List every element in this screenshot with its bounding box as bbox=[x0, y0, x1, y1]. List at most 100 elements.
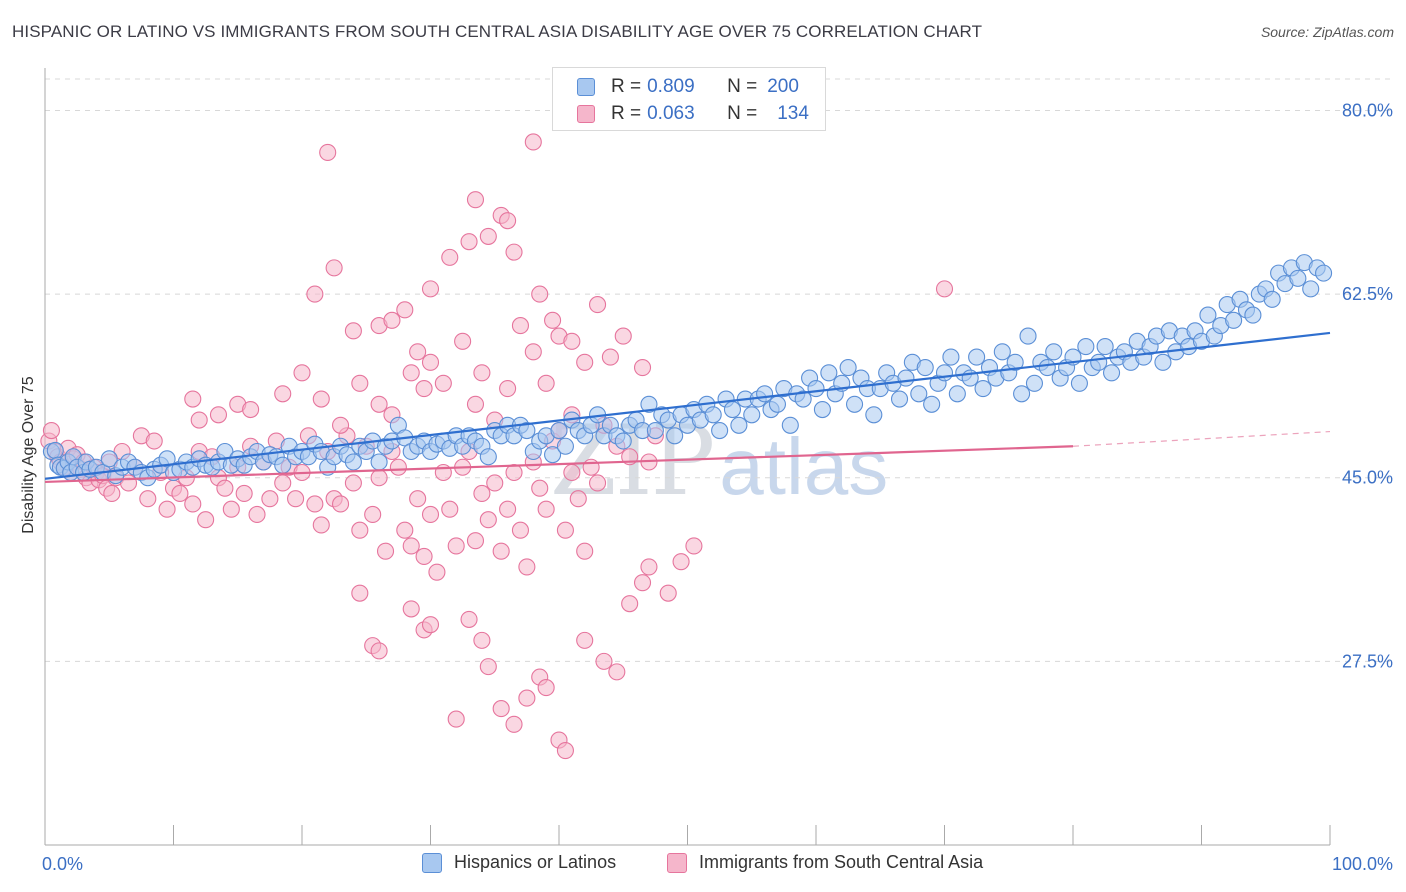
hispanic-point bbox=[1302, 280, 1320, 298]
immigrant-point bbox=[222, 500, 240, 518]
immigrant-point bbox=[499, 379, 517, 398]
immigrant-point bbox=[935, 280, 954, 298]
immigrant-point bbox=[370, 395, 388, 413]
immigrant-point bbox=[595, 652, 613, 670]
immigrant-point bbox=[274, 474, 292, 492]
immigrant-point bbox=[190, 411, 208, 429]
immigrant-point bbox=[685, 537, 703, 555]
immigrant-point bbox=[492, 700, 510, 718]
correlation-legend: R = 0.809 N = 200 R = 0.063 N = 134 bbox=[552, 67, 826, 131]
hispanic-point bbox=[768, 395, 787, 413]
y-axis-label: Disability Age Over 75 bbox=[20, 376, 37, 534]
immigrant-point bbox=[158, 500, 176, 518]
immigrant-point bbox=[370, 469, 388, 487]
immigrant-point bbox=[441, 500, 459, 518]
legend-item-immigrants: Immigrants from South Central Asia bbox=[667, 852, 983, 873]
legend-swatch-hispanic bbox=[422, 852, 442, 873]
immigrant-point bbox=[184, 495, 202, 513]
immigrant-point bbox=[351, 521, 369, 539]
immigrant-point bbox=[576, 353, 594, 371]
immigrant-point bbox=[319, 143, 337, 162]
immigrant-point bbox=[479, 511, 497, 529]
hispanic-point bbox=[1019, 327, 1037, 345]
hispanic-point bbox=[1025, 374, 1043, 392]
hispanic-point bbox=[781, 416, 799, 434]
immigrant-point bbox=[505, 715, 523, 733]
series-legend: Hispanics or Latinos Immigrants from Sou… bbox=[0, 852, 1406, 876]
hispanic-point bbox=[743, 406, 761, 424]
immigrant-point bbox=[235, 484, 253, 503]
x-tick-label: 0.0% bbox=[42, 854, 83, 874]
legend-n-label: N = bbox=[727, 103, 758, 124]
immigrant-point bbox=[351, 584, 369, 602]
immigrant-trend-line bbox=[44, 445, 1074, 484]
immigrant-point bbox=[537, 679, 555, 697]
hispanic-point bbox=[1013, 385, 1031, 403]
hispanic-point bbox=[1077, 338, 1095, 356]
hispanic-point bbox=[1225, 311, 1243, 329]
legend-swatch-immigrants bbox=[577, 105, 595, 123]
legend-n-value: 200 bbox=[767, 76, 799, 97]
hispanic-point bbox=[666, 427, 684, 445]
hispanic-point bbox=[614, 432, 632, 450]
immigrant-point bbox=[421, 616, 440, 634]
immigrant-point bbox=[396, 521, 414, 539]
immigrant-point bbox=[402, 537, 420, 555]
legend-item-hispanic: Hispanics or Latinos bbox=[422, 852, 616, 873]
immigrant-point bbox=[325, 259, 343, 277]
immigrant-point bbox=[633, 359, 652, 377]
hispanic-point bbox=[1038, 359, 1056, 377]
hispanic-point bbox=[813, 400, 831, 419]
hispanic-point bbox=[839, 359, 857, 377]
immigrant-point bbox=[402, 600, 420, 618]
immigrant-point bbox=[171, 484, 189, 503]
immigrant-point bbox=[42, 421, 60, 440]
legend-swatch-immigrants bbox=[667, 852, 687, 873]
immigrant-point bbox=[396, 301, 414, 319]
hispanic-point bbox=[100, 450, 118, 468]
immigrant-point bbox=[563, 463, 581, 482]
immigrant-point bbox=[306, 285, 324, 303]
immigrant-point bbox=[537, 374, 555, 392]
hispanic-point bbox=[974, 379, 992, 398]
legend-r-label: R = bbox=[611, 103, 642, 124]
immigrant-point bbox=[197, 511, 215, 529]
immigrant-point bbox=[499, 212, 517, 230]
immigrant-point bbox=[312, 390, 330, 408]
hispanic-point bbox=[711, 421, 729, 440]
immigrant-point bbox=[421, 280, 440, 298]
immigrant-point bbox=[473, 484, 491, 503]
immigrant-point bbox=[531, 285, 549, 303]
immigrant-point bbox=[466, 532, 485, 550]
immigrant-point bbox=[376, 542, 395, 560]
hispanic-point bbox=[723, 400, 742, 419]
immigrant-point bbox=[383, 311, 401, 329]
legend-label-hispanic: Hispanics or Latinos bbox=[454, 852, 617, 872]
immigrant-point bbox=[588, 296, 607, 314]
immigrant-point bbox=[466, 191, 485, 209]
immigrant-point bbox=[576, 542, 594, 560]
immigrant-point bbox=[370, 642, 388, 660]
immigrant-point bbox=[454, 332, 472, 350]
chart-title: HISPANIC OR LATINO VS IMMIGRANTS FROM SO… bbox=[12, 22, 983, 41]
hispanic-point bbox=[916, 359, 934, 377]
hispanic-point bbox=[544, 446, 562, 464]
immigrant-point bbox=[601, 348, 619, 366]
legend-label-immigrants: Immigrants from South Central Asia bbox=[699, 852, 984, 872]
hispanic-point bbox=[1006, 353, 1024, 371]
hispanic-point bbox=[646, 421, 664, 440]
hispanic-point bbox=[807, 379, 825, 398]
immigrant-point bbox=[331, 495, 350, 513]
immigrant-point bbox=[447, 710, 465, 728]
immigrant-point bbox=[344, 322, 362, 340]
immigrant-point bbox=[460, 233, 478, 251]
immigrant-point bbox=[505, 463, 523, 482]
hispanic-point bbox=[890, 390, 909, 408]
y-tick-label: 80.0% bbox=[1342, 100, 1393, 120]
hispanic-point bbox=[1315, 264, 1333, 282]
hispanic-point bbox=[948, 385, 966, 403]
hispanic-point bbox=[158, 450, 176, 468]
y-tick-label: 27.5% bbox=[1342, 651, 1393, 671]
immigrant-point bbox=[103, 484, 121, 503]
immigrant-point bbox=[518, 558, 536, 576]
